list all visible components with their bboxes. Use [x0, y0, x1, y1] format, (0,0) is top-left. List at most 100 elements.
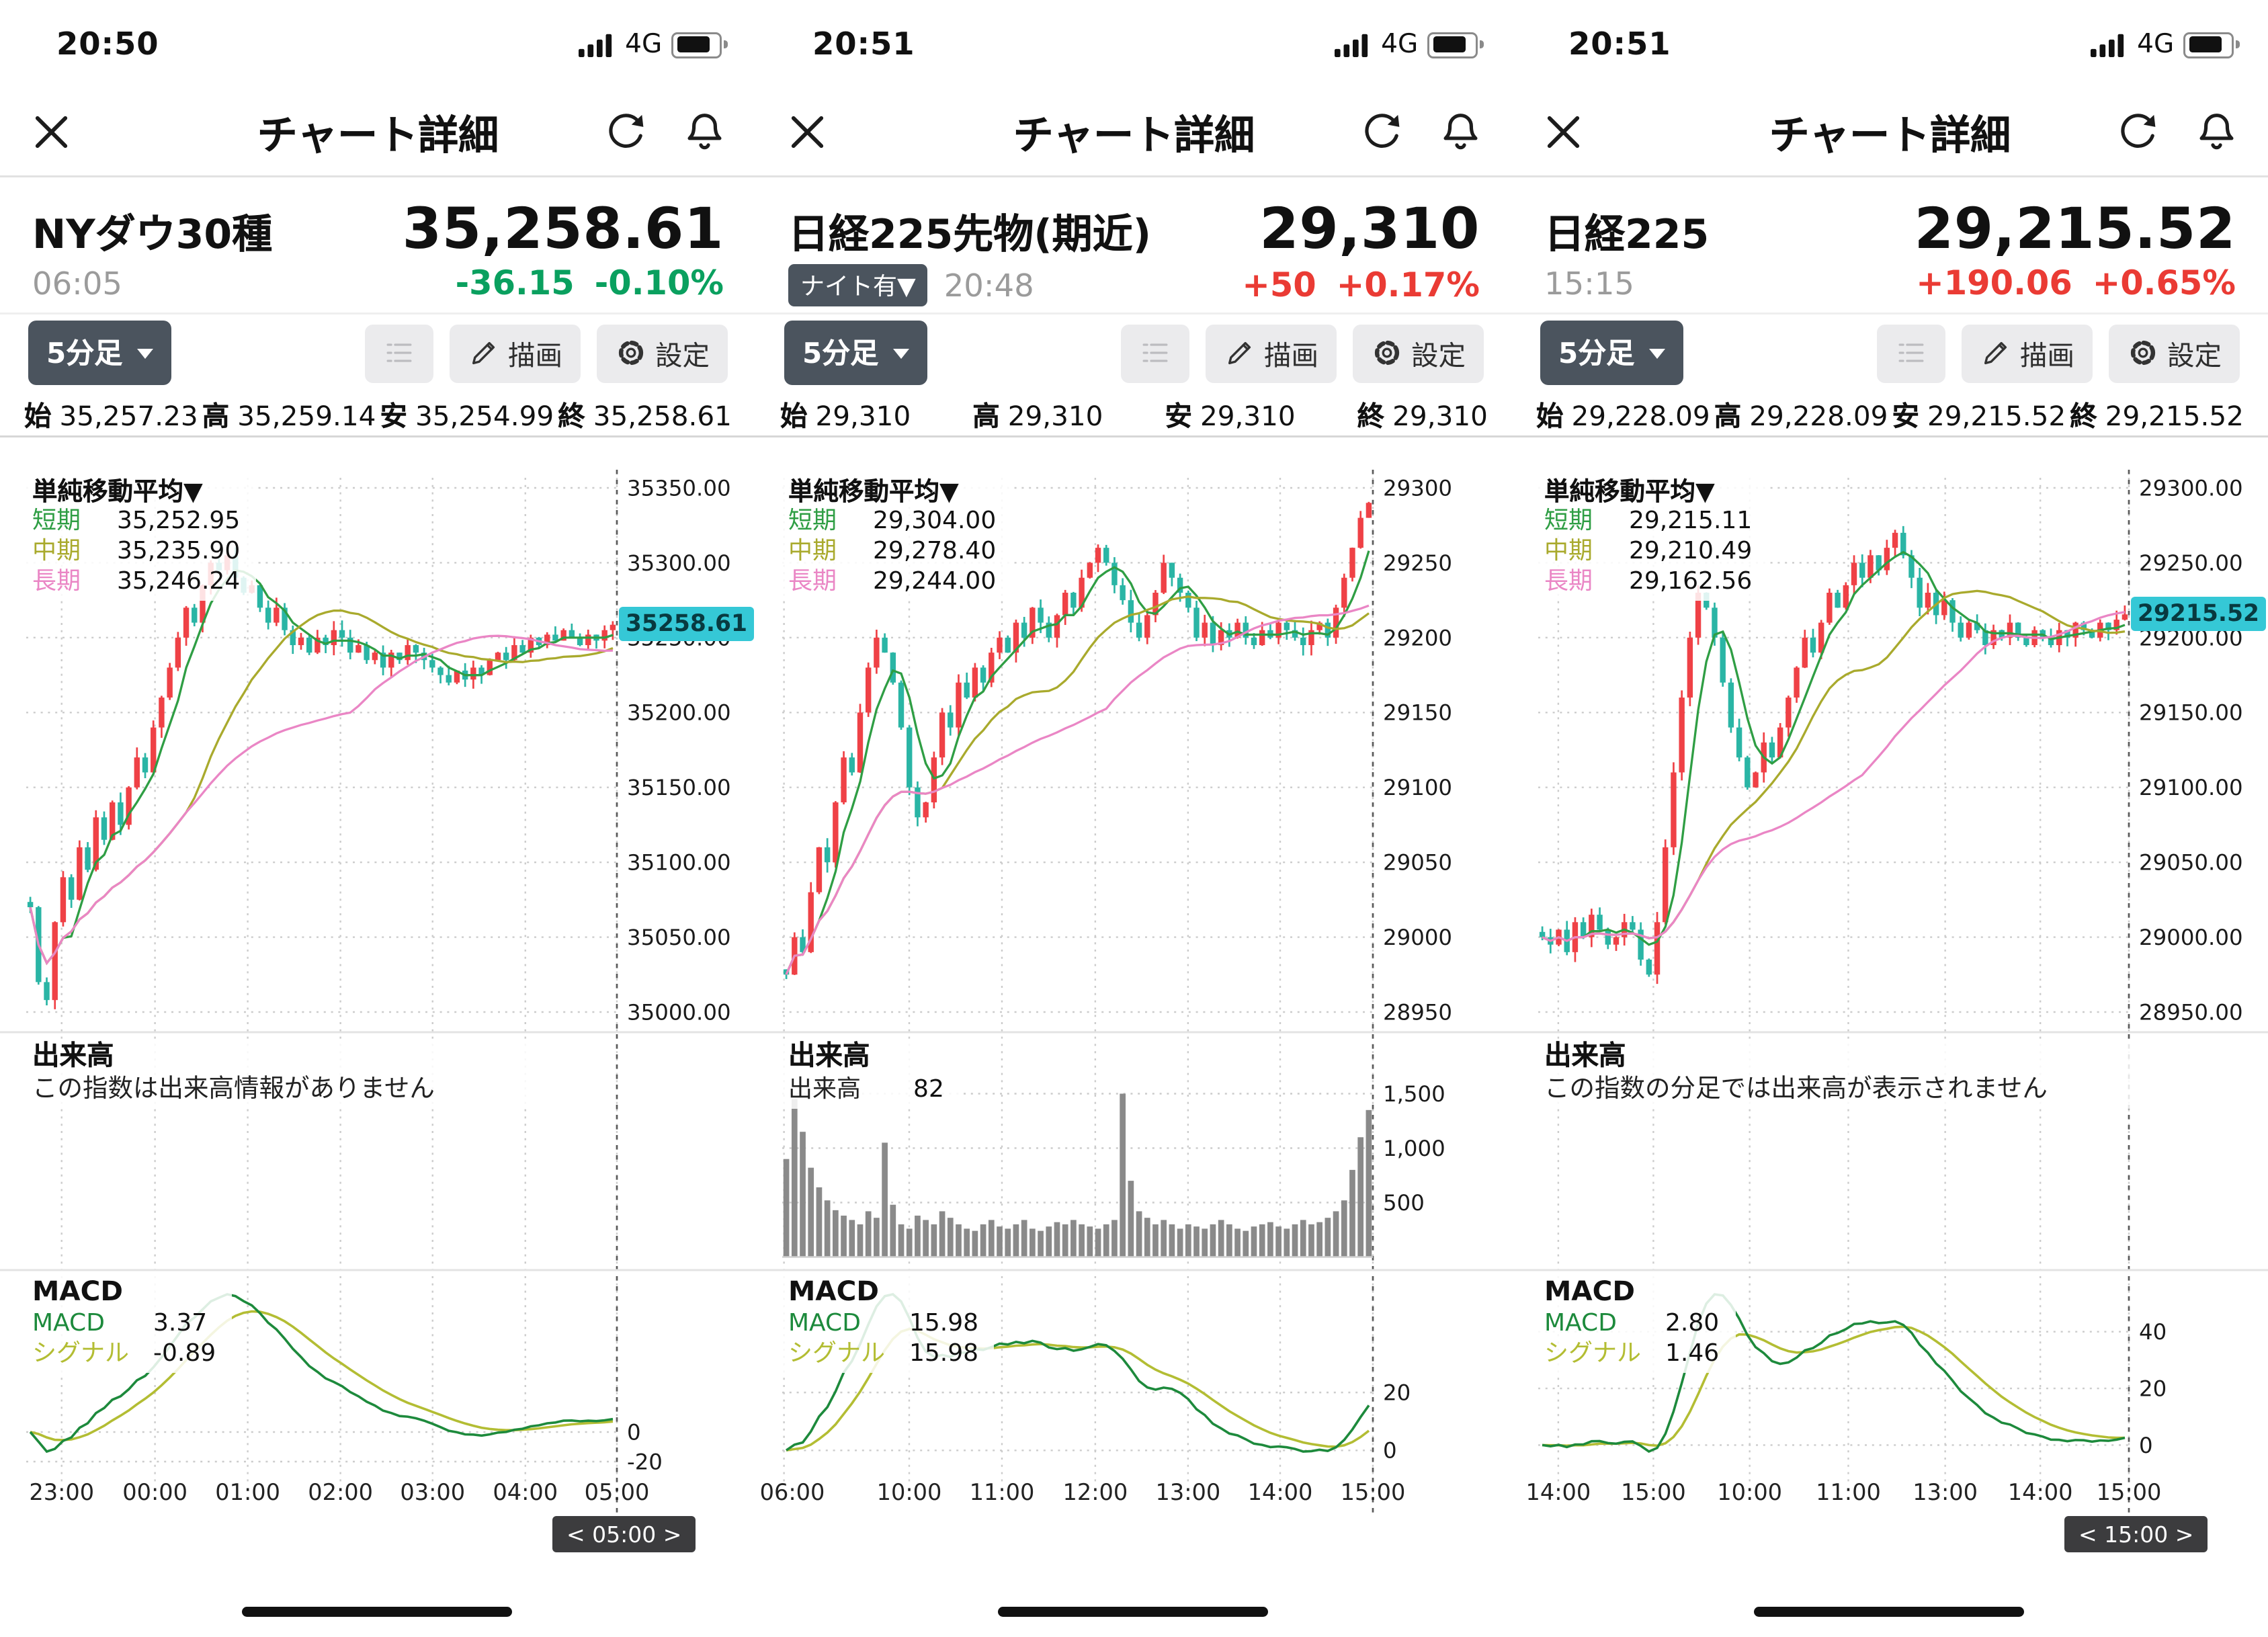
- sma-legend[interactable]: 単純移動平均▼ 短期 29,304.00 中期 29,278.40 長期 29,244…: [782, 474, 1013, 601]
- indicator-list-button[interactable]: [365, 323, 433, 382]
- settings-label: 設定: [1411, 341, 1466, 373]
- timeframe-label: 5分足: [1558, 339, 1635, 371]
- close-icon[interactable]: [1540, 109, 1587, 155]
- nav-bar: チャート詳細: [0, 89, 756, 177]
- volume-legend: 出来高 この指数の分足では出来高が表示されません: [1538, 1040, 2185, 1109]
- svg-text:14:00: 14:00: [1525, 1479, 1591, 1505]
- chart-controls: 5分足 描画 設定: [0, 314, 756, 391]
- price-volume-macd-chart[interactable]: 35350.0035300.0035250.0035200.0035150.00…: [0, 454, 756, 1552]
- notification-bell-icon[interactable]: [681, 109, 728, 155]
- macd-legend[interactable]: MACD MACD 15.98 シグナル 15.98: [782, 1276, 995, 1373]
- timeframe-label: 5分足: [802, 339, 879, 371]
- status-time: 20:51: [812, 26, 915, 62]
- chevron-down-icon: [1648, 347, 1665, 358]
- svg-text:35350.00: 35350.00: [627, 475, 731, 501]
- quote-time: 06:05: [32, 265, 123, 302]
- settings-label: 設定: [655, 341, 710, 373]
- svg-text:28950.00: 28950.00: [2139, 999, 2243, 1025]
- svg-text:06:00: 06:00: [760, 1479, 825, 1505]
- gear-icon: [1374, 340, 1400, 366]
- svg-text:03:00: 03:00: [400, 1479, 465, 1505]
- indicator-list-button[interactable]: [1121, 323, 1189, 382]
- current-price: 35,258.61: [402, 196, 724, 262]
- chart-controls: 5分足 描画 設定: [1512, 314, 2268, 391]
- draw-label: 描画: [2020, 341, 2074, 373]
- svg-text:35200.00: 35200.00: [627, 700, 731, 726]
- chart-area[interactable]: 29300.00 29250.00 29200.00 29150.00 29100.00…: [1512, 454, 2268, 1566]
- change-percent: +0.65%: [2092, 264, 2236, 302]
- refresh-icon[interactable]: [2115, 109, 2161, 155]
- battery-icon: [1428, 31, 1484, 58]
- macd-legend[interactable]: MACD MACD 2.80 シグナル 1.46: [1538, 1276, 1736, 1373]
- timeframe-select[interactable]: 5分足: [28, 321, 171, 385]
- change-value: -36.15: [455, 264, 575, 302]
- network-type-label: 4G: [625, 29, 663, 60]
- notification-bell-icon[interactable]: [1437, 109, 1484, 155]
- svg-text:11:00: 11:00: [1816, 1479, 1881, 1505]
- crosshair-time-badge[interactable]: < 05:00 >: [552, 1516, 696, 1552]
- macd-legend[interactable]: MACD MACD 3.37 シグナル -0.89: [26, 1276, 233, 1373]
- cellular-signal-icon: [1335, 33, 1368, 56]
- quote-time: 15:15: [1544, 265, 1635, 302]
- svg-text:29250.00: 29250.00: [2139, 550, 2243, 576]
- refresh-icon[interactable]: [1359, 109, 1405, 155]
- timeframe-select[interactable]: 5分足: [1540, 321, 1683, 385]
- crosshair-time-badge[interactable]: < 15:00 >: [2064, 1516, 2208, 1552]
- svg-text:14:00: 14:00: [2008, 1479, 2073, 1505]
- price-volume-macd-chart[interactable]: 29300.0029250.0029200.0029150.0029100.00…: [1512, 454, 2268, 1552]
- draw-label: 描画: [508, 341, 562, 373]
- indicator-list-button[interactable]: [1877, 323, 1945, 382]
- close-icon[interactable]: [784, 109, 831, 155]
- sma-legend[interactable]: 単純移動平均▼ 短期 29,215.11 中期 29,210.49 長期 29,162…: [1538, 474, 1769, 601]
- svg-text:10:00: 10:00: [877, 1479, 942, 1505]
- svg-text:04:00: 04:00: [493, 1479, 558, 1505]
- svg-text:35050.00: 35050.00: [627, 925, 731, 950]
- chart-area[interactable]: 35350.0035300.0035250.0035200.0035150.00…: [0, 454, 756, 1566]
- notification-bell-icon[interactable]: [2193, 109, 2240, 155]
- pencil-icon: [1984, 341, 2007, 365]
- svg-text:29150: 29150: [1383, 700, 1452, 726]
- refresh-icon[interactable]: [603, 109, 649, 155]
- pencil-icon: [1228, 341, 1251, 365]
- battery-icon: [2184, 31, 2240, 58]
- home-indicator[interactable]: [242, 1607, 512, 1617]
- home-indicator[interactable]: [1754, 1607, 2024, 1617]
- svg-text:15:00: 15:00: [2097, 1479, 2162, 1505]
- settings-button[interactable]: 設定: [1353, 323, 1484, 382]
- chart-area[interactable]: 29300 29250 29200 29150 29100 29050 29000 28950…: [756, 454, 1512, 1566]
- svg-text:35150.00: 35150.00: [627, 775, 731, 800]
- settings-button[interactable]: 設定: [2109, 323, 2240, 382]
- svg-text:1,000: 1,000: [1383, 1136, 1445, 1161]
- sma-legend[interactable]: 単純移動平均▼ 短期 35,252.95 中期 35,235.90 長期 35,246…: [26, 474, 257, 601]
- svg-text:13:00: 13:00: [1155, 1479, 1220, 1505]
- settings-button[interactable]: 設定: [597, 323, 728, 382]
- draw-button[interactable]: 描画: [1962, 323, 2093, 382]
- nav-bar: チャート詳細: [756, 89, 1512, 177]
- instrument-name: 日経225: [1544, 210, 1710, 258]
- phone-screen-3: 20:51 4G チャート詳細 日経225 29,215.52: [1512, 0, 2268, 1637]
- change-value: +190.06: [1916, 264, 2072, 302]
- status-bar: 20:50 4G: [0, 0, 756, 89]
- close-icon[interactable]: [28, 109, 75, 155]
- draw-button[interactable]: 描画: [450, 323, 581, 382]
- timeframe-select[interactable]: 5分足: [784, 321, 927, 385]
- svg-text:23:00: 23:00: [29, 1479, 94, 1505]
- home-indicator[interactable]: [998, 1607, 1268, 1617]
- indicator-list-icon: [1142, 343, 1168, 362]
- settings-label: 設定: [2167, 341, 2222, 373]
- draw-button[interactable]: 描画: [1206, 323, 1337, 382]
- battery-icon: [672, 31, 728, 58]
- quote-time: 20:48: [943, 267, 1034, 304]
- indicator-list-icon: [1898, 343, 1924, 362]
- svg-text:01:00: 01:00: [215, 1479, 280, 1505]
- price-volume-macd-chart[interactable]: 29300 29250 29200 29150 29100 29050 29000 28950…: [756, 454, 1512, 1552]
- svg-text:14:00: 14:00: [1248, 1479, 1313, 1505]
- chevron-down-icon: [892, 347, 909, 358]
- svg-text:05:00: 05:00: [585, 1479, 650, 1505]
- svg-text:0: 0: [2139, 1433, 2153, 1458]
- change-percent: -0.10%: [594, 264, 724, 302]
- svg-text:29100: 29100: [1383, 775, 1452, 800]
- change-percent: +0.17%: [1336, 266, 1480, 304]
- ohlc-row: 始 29,310 高 29,310 安 29,310 終 29,310: [756, 391, 1512, 437]
- night-session-badge[interactable]: ナイト有▼: [788, 264, 928, 306]
